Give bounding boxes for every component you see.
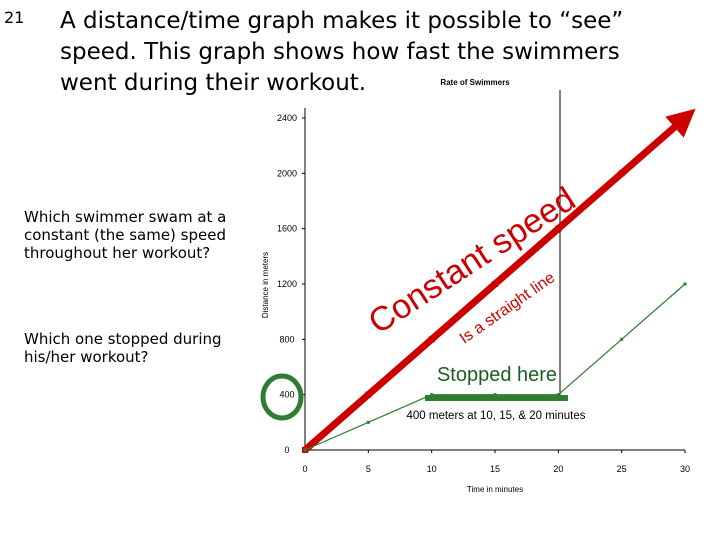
annotation: 400 meters at 10, 15, & 20 minutes [407, 410, 586, 422]
slide-number: 21 [4, 8, 25, 27]
y-tick-label: 2000 [277, 168, 297, 178]
point [618, 170, 625, 177]
point [428, 336, 435, 343]
point [683, 282, 687, 286]
x-tick-label: 20 [553, 464, 563, 474]
x-tick-label: 5 [366, 464, 371, 474]
y-axis-label: Distance in meters [261, 252, 270, 318]
point [492, 281, 498, 287]
point [493, 393, 497, 397]
y-tick-label: 400 [279, 390, 294, 400]
point [365, 391, 372, 398]
x-tick-label: 25 [617, 464, 627, 474]
x-tick-label: 15 [490, 464, 500, 474]
question: Which one stopped during his/her workout… [24, 330, 222, 366]
chart-title: Rate of Swimmers [440, 78, 510, 87]
point [556, 393, 560, 397]
point [620, 337, 624, 341]
y-tick-label: 800 [279, 334, 294, 344]
point [682, 115, 688, 121]
point [303, 448, 307, 452]
highlight-circle [260, 373, 304, 421]
x-axis-label: Time in minutes [467, 485, 523, 494]
point [430, 393, 434, 397]
x-tick-label: 0 [302, 464, 307, 474]
stopped-bar [425, 395, 568, 401]
point [366, 420, 370, 424]
heading: A distance/time graph makes it possible … [60, 8, 624, 96]
x-tick-label: 10 [427, 464, 437, 474]
y-tick-label: 1200 [277, 279, 297, 289]
y-tick-label: 0 [284, 445, 289, 455]
y-tick-label: 1600 [277, 224, 297, 234]
point [555, 225, 562, 232]
x-tick-label: 30 [680, 464, 690, 474]
annotation: Constant speed [362, 180, 582, 342]
y-tick-label: 2400 [277, 113, 297, 123]
annotation: Stopped here [437, 364, 557, 386]
question: Which swimmer swam at a constant (the sa… [24, 208, 227, 262]
